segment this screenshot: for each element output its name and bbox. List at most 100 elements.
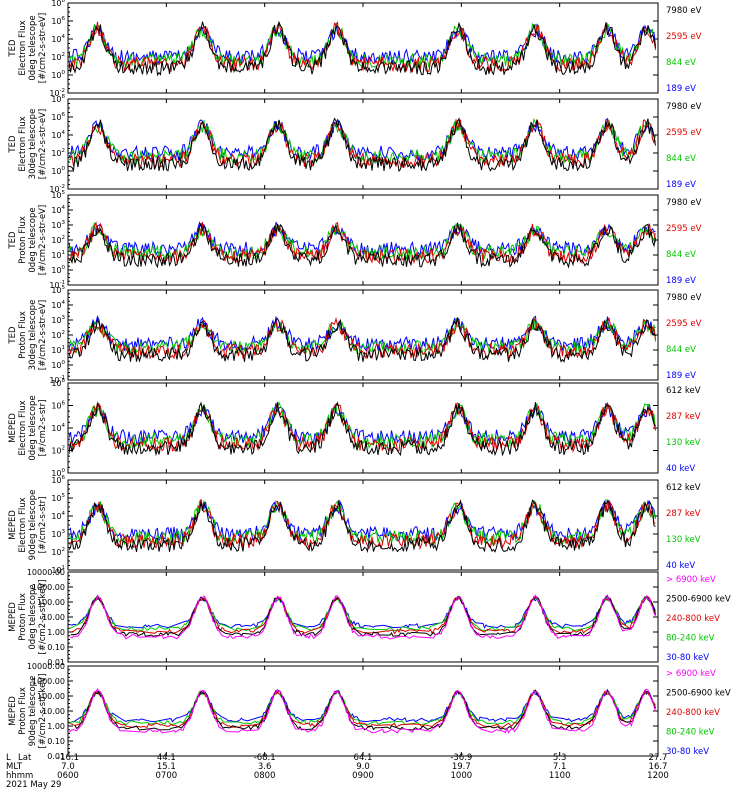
x-tick-label: 19.7	[452, 762, 471, 772]
legend-entry: 844 eV	[666, 154, 696, 164]
panel-3: 10-1 100 101 102 103 104 105 TED Proton Flux 0deg…	[8, 190, 702, 290]
legend-entry: 2595 eV	[666, 224, 702, 234]
y-axis-label: [#/cm2-s-str-eV]	[38, 13, 48, 83]
legend-entry: 80-240 keV	[666, 634, 715, 644]
legend-entry: 80-240 keV	[666, 728, 715, 738]
x-tick-label: 3.6	[258, 762, 272, 772]
y-tick-label: 102	[51, 235, 65, 245]
y-axis-label: Proton Flux	[18, 311, 28, 359]
y-axis-label: Proton Flux	[18, 593, 28, 641]
legend-entry: 40 keV	[666, 464, 695, 474]
legend-entry: 287 keV	[666, 412, 701, 422]
series-group	[69, 594, 656, 640]
series-line	[71, 689, 656, 723]
y-tick-label: 103	[51, 315, 65, 325]
x-tick-label: 7.0	[61, 762, 75, 772]
legend-entry: 189 eV	[666, 276, 696, 286]
panel-frame	[67, 382, 659, 474]
y-axis-label: [#/cm2-s-str-eV]	[38, 109, 48, 179]
series-group	[69, 688, 656, 734]
y-axis-label: 0deg telescope	[28, 584, 38, 649]
series-line	[69, 117, 656, 173]
y-tick-label: 104	[51, 511, 65, 521]
y-tick-label: 104	[51, 300, 65, 310]
y-axis-label: Electron Flux	[18, 497, 28, 552]
y-tick-label: 102	[51, 446, 65, 456]
y-axis-label: MEPED	[8, 602, 18, 632]
y-tick-label: 104	[51, 34, 65, 44]
legend-entry: 844 eV	[666, 250, 696, 260]
y-tick-label: 104	[51, 130, 65, 140]
y-tick-label: 100	[51, 166, 65, 176]
legend-entry: 7980 eV	[666, 293, 702, 303]
y-axis-label: [#/cm2-s-str-eV]	[38, 205, 48, 275]
series-group	[69, 315, 656, 363]
series-line	[69, 688, 656, 734]
y-tick-label: 0.10	[47, 737, 65, 746]
y-tick-label: 102	[51, 547, 65, 557]
legend-entry: 287 keV	[666, 509, 701, 519]
y-tick-label: 108	[51, 94, 65, 104]
legend-entry: > 6900 keV	[666, 669, 716, 679]
panel-frame	[67, 289, 659, 381]
series-line	[69, 23, 656, 66]
legend-entry: 2595 eV	[666, 32, 702, 42]
series-group	[69, 20, 656, 77]
legend-entry: 7980 eV	[666, 198, 702, 208]
y-tick-label: 10-2	[49, 184, 65, 194]
y-axis-label: Electron Flux	[18, 116, 28, 171]
y-tick-label: 102	[51, 148, 65, 158]
y-tick-label: 106	[51, 401, 65, 411]
series-line	[69, 222, 656, 269]
y-tick-label: 1000.00	[32, 583, 65, 592]
legend-entry: 7980 eV	[666, 6, 702, 16]
y-tick-label: 10-2	[49, 88, 65, 98]
legend-entry: 2500-6900 keV	[666, 689, 731, 699]
series-line	[69, 20, 656, 77]
y-tick-label: 100	[51, 468, 65, 478]
y-tick-label: 105	[51, 190, 65, 200]
panel-1: 10-2 100 102 104 106 108 TED Electron Flux 0deg …	[8, 0, 702, 98]
legend-entry: 189 eV	[666, 84, 696, 94]
series-line	[69, 317, 656, 363]
y-tick-label: 106	[51, 112, 65, 122]
y-tick-label: 0.10	[47, 643, 65, 652]
y-tick-label: 102	[51, 330, 65, 340]
y-axis-label: 30deg telescope	[28, 109, 38, 180]
y-axis-label: [#/cm2-s-str-eV]	[38, 300, 48, 370]
y-axis-label: MEPED	[8, 696, 18, 726]
x-tick-label: 1000	[451, 771, 473, 781]
y-tick-label: 104	[51, 205, 65, 215]
y-axis-label: MEPED	[8, 510, 18, 540]
panel-frame	[67, 98, 659, 190]
y-axis-label: Electron Flux	[18, 20, 28, 75]
y-axis-label: TED	[8, 39, 18, 58]
x-tick-label: 0900	[352, 771, 374, 781]
legend-entry: 612 keV	[666, 483, 701, 493]
y-axis-label: [#/cm2-s-str]	[38, 400, 48, 457]
y-axis-label: MEPED	[8, 413, 18, 443]
x-tick-label: -16.1	[57, 753, 79, 763]
y-axis-label: [#/cm2-s-str]	[38, 497, 48, 554]
x-row-label: hhmm	[6, 771, 33, 781]
legend-entry: 30-80 keV	[666, 747, 709, 757]
y-tick-label: 1.00	[47, 628, 65, 637]
y-tick-label: 108	[51, 0, 65, 8]
panel-7: 0.01 0.10 1.00 10.00 100.00 1000.00 10000.00 ME…	[8, 568, 731, 667]
y-axis-label: [#/cm2-s-str-keV]	[38, 580, 48, 655]
x-tick-label: 0600	[57, 771, 79, 781]
x-tick-label: 16.7	[649, 762, 668, 772]
legend-entry: 612 keV	[666, 386, 701, 396]
y-tick-label: 103	[51, 220, 65, 230]
panel-frame	[67, 2, 659, 94]
y-tick-label: 103	[51, 529, 65, 539]
y-axis-label: 0deg telescope	[28, 207, 38, 272]
legend-entry: 130 keV	[666, 438, 701, 448]
date-label: 2021 May 29	[6, 780, 61, 790]
y-axis-label: 90deg telescope	[28, 676, 38, 747]
y-tick-label: 102	[51, 52, 65, 62]
x-tick-label: 1200	[647, 771, 669, 781]
series-line	[70, 594, 656, 640]
